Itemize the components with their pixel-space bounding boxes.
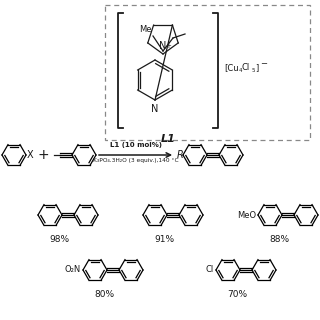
Text: Cl: Cl (206, 266, 214, 275)
Text: 4: 4 (239, 68, 243, 74)
Text: 80%: 80% (94, 290, 114, 299)
Text: −: − (260, 60, 267, 68)
Text: 5: 5 (252, 68, 255, 74)
Text: 98%: 98% (49, 235, 69, 244)
Text: 70%: 70% (227, 290, 247, 299)
Text: 91%: 91% (154, 235, 174, 244)
Text: L1 (10 mol%): L1 (10 mol%) (109, 142, 162, 148)
Text: X: X (27, 150, 34, 160)
Text: Cl: Cl (242, 63, 250, 73)
Text: +: + (165, 43, 171, 49)
Text: K₃PO₄.3H₂O (3 equiv.),140 °C: K₃PO₄.3H₂O (3 equiv.),140 °C (93, 158, 178, 163)
Text: O₂N: O₂N (65, 266, 81, 275)
Text: MeO: MeO (237, 211, 256, 220)
Text: 88%: 88% (269, 235, 289, 244)
Text: ]: ] (255, 63, 258, 73)
Text: L1: L1 (161, 134, 175, 144)
Text: R: R (176, 150, 183, 160)
Text: N: N (159, 41, 167, 51)
Text: Me: Me (140, 25, 152, 34)
Text: N: N (151, 104, 159, 114)
Text: [Cu: [Cu (224, 63, 239, 73)
Text: +: + (37, 148, 49, 162)
Bar (105, 5, 310, 140)
